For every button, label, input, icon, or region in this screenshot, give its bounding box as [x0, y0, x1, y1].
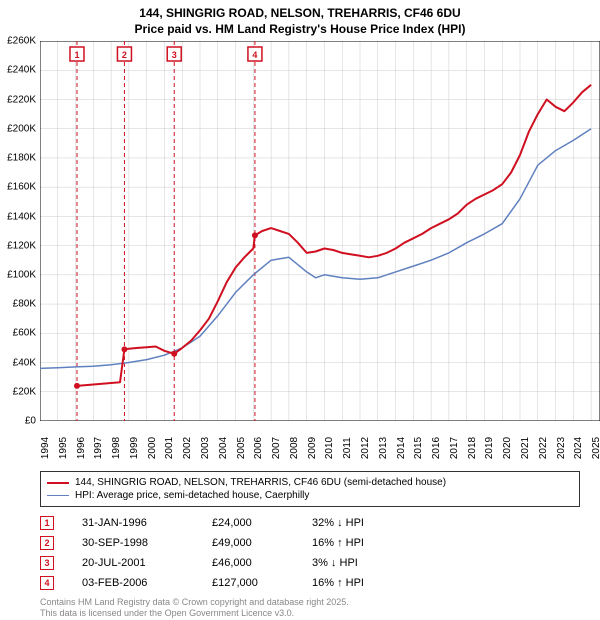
x-tick-label: 2011	[342, 437, 353, 459]
y-tick-label: £200K	[7, 123, 36, 134]
x-tick-label: 2018	[467, 437, 478, 459]
plot-svg: 1 2 3 4	[40, 41, 600, 421]
legend-label: HPI: Average price, semi-detached house,…	[75, 490, 309, 501]
sale-marker-price: £49,000	[212, 537, 312, 549]
y-tick-label: £60K	[13, 328, 36, 339]
sale-marker-row: 1 31-JAN-1996£24,00032% ↓ HPI	[40, 513, 580, 533]
x-tick-label: 2023	[556, 437, 567, 459]
x-tick-label: 2012	[360, 437, 371, 459]
x-tick-label: 2009	[307, 437, 318, 459]
sale-marker-date: 30-SEP-1998	[82, 537, 212, 549]
sale-marker-row: 3 20-JUL-2001£46,0003% ↓ HPI	[40, 553, 580, 573]
sale-marker-number: 1	[40, 516, 54, 530]
y-tick-label: £40K	[13, 357, 36, 368]
sale-marker-date: 31-JAN-1996	[82, 517, 212, 529]
svg-text:1: 1	[74, 50, 79, 60]
y-tick-label: £20K	[13, 386, 36, 397]
sale-marker-number: 3	[40, 556, 54, 570]
x-tick-label: 2002	[182, 437, 193, 459]
legend-item: 144, SHINGRIG ROAD, NELSON, TREHARRIS, C…	[47, 476, 573, 489]
footer-attribution: Contains HM Land Registry data © Crown c…	[40, 597, 590, 620]
x-tick-label: 2015	[413, 437, 424, 459]
x-tick-label: 2000	[147, 437, 158, 459]
y-tick-label: £180K	[7, 153, 36, 164]
x-tick-label: 2013	[378, 437, 389, 459]
x-tick-label: 1999	[129, 437, 140, 459]
sale-marker-delta: 16% ↑ HPI	[312, 577, 412, 589]
y-axis-labels: £0£20K£40K£60K£80K£100K£120K£140K£160K£1…	[0, 41, 38, 421]
sale-markers-table: 1 31-JAN-1996£24,00032% ↓ HPI 2 30-SEP-1998…	[40, 513, 580, 593]
svg-text:3: 3	[172, 50, 177, 60]
y-tick-label: £220K	[7, 94, 36, 105]
svg-text:4: 4	[252, 50, 257, 60]
x-tick-label: 2010	[324, 437, 335, 459]
sale-marker-date: 20-JUL-2001	[82, 557, 212, 569]
sale-marker-delta: 3% ↓ HPI	[312, 557, 412, 569]
y-tick-label: £120K	[7, 240, 36, 251]
x-tick-label: 1995	[58, 437, 69, 459]
y-tick-label: £100K	[7, 270, 36, 281]
sale-marker-price: £24,000	[212, 517, 312, 529]
x-tick-label: 2017	[449, 437, 460, 459]
x-tick-label: 2006	[253, 437, 264, 459]
sale-marker-row: 4 03-FEB-2006£127,00016% ↑ HPI	[40, 573, 580, 593]
x-axis-labels: 1994 1995 1996 1997 1998 1999 2000 2001 2002 2003…	[40, 420, 600, 460]
x-tick-label: 2003	[200, 437, 211, 459]
x-tick-label: 2005	[236, 437, 247, 459]
x-tick-label: 2021	[520, 437, 531, 459]
legend: 144, SHINGRIG ROAD, NELSON, TREHARRIS, C…	[40, 471, 580, 507]
title-block: 144, SHINGRIG ROAD, NELSON, TREHARRIS, C…	[0, 0, 600, 41]
x-tick-label: 1998	[111, 437, 122, 459]
y-tick-label: £80K	[13, 299, 36, 310]
title-line-1: 144, SHINGRIG ROAD, NELSON, TREHARRIS, C…	[10, 6, 590, 22]
y-tick-label: £0	[25, 416, 36, 427]
legend-swatch	[47, 482, 69, 484]
svg-text:2: 2	[122, 50, 127, 60]
y-tick-label: £240K	[7, 65, 36, 76]
x-tick-label: 2020	[502, 437, 513, 459]
x-tick-label: 2008	[289, 437, 300, 459]
sale-marker-number: 2	[40, 536, 54, 550]
x-tick-label: 2016	[431, 437, 442, 459]
x-tick-label: 2019	[484, 437, 495, 459]
title-line-2: Price paid vs. HM Land Registry's House …	[10, 22, 590, 38]
sale-marker-number: 4	[40, 576, 54, 590]
footer-line-1: Contains HM Land Registry data © Crown c…	[40, 597, 590, 608]
legend-swatch	[47, 495, 69, 497]
y-tick-label: £260K	[7, 36, 36, 47]
x-tick-label: 1996	[76, 437, 87, 459]
y-tick-label: £160K	[7, 182, 36, 193]
chart-container: 144, SHINGRIG ROAD, NELSON, TREHARRIS, C…	[0, 0, 600, 620]
x-tick-label: 1994	[40, 437, 51, 459]
x-tick-label: 2024	[573, 437, 584, 459]
sale-marker-row: 2 30-SEP-1998£49,00016% ↑ HPI	[40, 533, 580, 553]
footer-line-2: This data is licensed under the Open Gov…	[40, 608, 590, 619]
x-tick-label: 2007	[271, 437, 282, 459]
legend-item: HPI: Average price, semi-detached house,…	[47, 489, 573, 502]
sale-marker-delta: 32% ↓ HPI	[312, 517, 412, 529]
legend-label: 144, SHINGRIG ROAD, NELSON, TREHARRIS, C…	[75, 477, 446, 488]
chart-area: £0£20K£40K£60K£80K£100K£120K£140K£160K£1…	[40, 41, 600, 421]
x-tick-label: 2025	[591, 437, 600, 459]
x-tick-label: 2004	[218, 437, 229, 459]
sale-marker-price: £127,000	[212, 577, 312, 589]
sale-marker-date: 03-FEB-2006	[82, 577, 212, 589]
sale-marker-price: £46,000	[212, 557, 312, 569]
x-tick-label: 1997	[93, 437, 104, 459]
x-tick-label: 2022	[538, 437, 549, 459]
x-tick-label: 2001	[164, 437, 175, 459]
y-tick-label: £140K	[7, 211, 36, 222]
sale-marker-delta: 16% ↑ HPI	[312, 537, 412, 549]
x-tick-label: 2014	[396, 437, 407, 459]
